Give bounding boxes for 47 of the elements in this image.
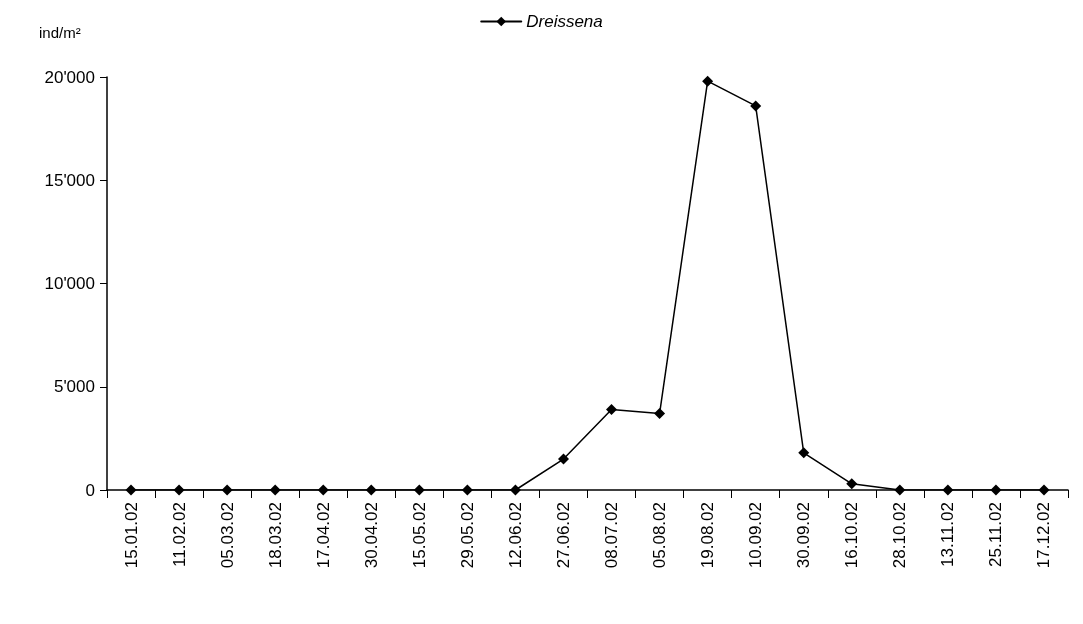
point <box>654 408 666 420</box>
point <box>798 447 810 459</box>
x-tick-label: 30.09.02 <box>794 502 814 569</box>
point <box>990 484 1002 496</box>
point <box>702 75 714 87</box>
point <box>413 484 425 496</box>
point <box>509 484 521 496</box>
point <box>1038 484 1050 496</box>
x-tick-label: 15.05.02 <box>409 502 429 569</box>
x-tick-label: 05.03.02 <box>217 502 237 569</box>
y-tick-label: 5'000 <box>53 377 95 397</box>
x-tick-label: 28.10.02 <box>890 502 910 569</box>
point <box>269 484 281 496</box>
x-tick-label: 08.07.02 <box>602 502 622 569</box>
x-tick-label: 29.05.02 <box>457 502 477 569</box>
point <box>461 484 473 496</box>
point <box>317 484 329 496</box>
point <box>942 484 954 496</box>
x-tick-label: 16.10.02 <box>842 502 862 569</box>
y-tick-label: 20'000 <box>44 67 95 87</box>
point <box>606 403 618 415</box>
x-tick-label: 15.01.02 <box>121 502 141 569</box>
x-tick-label: 10.09.02 <box>746 502 766 569</box>
x-tick-label: 12.06.02 <box>505 502 525 569</box>
y-tick-label: 15'000 <box>44 170 95 190</box>
x-tick-label: 18.03.02 <box>265 502 285 569</box>
x-tick-label: 30.04.02 <box>361 502 381 569</box>
legend-label: Dreissena <box>526 12 603 31</box>
y-tick-label: 0 <box>85 480 95 500</box>
y-tick-label: 10'000 <box>44 274 95 293</box>
x-tick-label: 05.08.02 <box>650 502 670 569</box>
point <box>750 100 762 112</box>
x-tick-label: 25.11.02 <box>986 502 1006 567</box>
point <box>894 484 906 496</box>
point <box>557 453 569 465</box>
point <box>846 478 858 490</box>
point <box>173 484 185 496</box>
point <box>125 484 137 496</box>
x-tick-label: 13.11.02 <box>938 502 958 567</box>
point <box>221 484 233 496</box>
x-tick-label: 19.08.02 <box>698 502 718 569</box>
x-tick-label: 17.04.02 <box>313 502 333 569</box>
x-tick-label: 17.12.02 <box>1034 502 1054 569</box>
y-axis-title: ind/m² <box>39 24 81 41</box>
x-tick-label: 11.02.02 <box>169 502 189 567</box>
point <box>365 484 377 496</box>
x-tick-label: 27.06.02 <box>553 502 573 569</box>
